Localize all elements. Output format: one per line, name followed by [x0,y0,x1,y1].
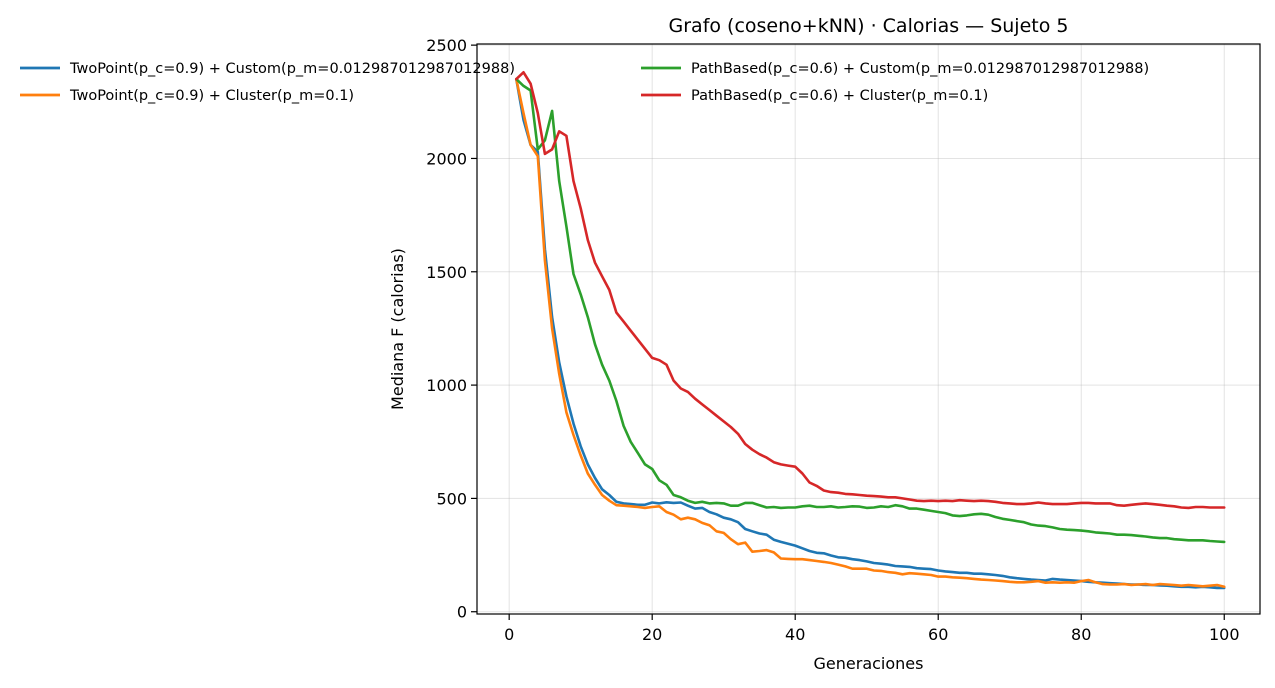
series-line-4 [515,71,1226,510]
legend-label-3: PathBased(p_c=0.6) + Custom(p_m=0.012987… [691,61,1149,77]
y-tick-label: 0 [457,603,467,622]
x-axis-title: Generaciones [814,654,924,673]
series-line-2 [515,77,1226,589]
x-tick-label: 40 [785,625,805,644]
series-line-1 [515,77,1226,590]
legend: TwoPoint(p_c=0.9) + Custom(p_m=0.0129870… [20,61,1149,104]
series-line-3 [515,77,1226,544]
y-tick-label: 2500 [426,36,467,55]
legend-label-2: TwoPoint(p_c=0.9) + Cluster(p_m=0.1) [69,88,354,104]
x-tick-label: 80 [1071,625,1091,644]
x-tick-label: 100 [1209,625,1240,644]
chart-title: Grafo (coseno+kNN) · Calorias — Sujeto 5 [669,15,1069,37]
y-tick-label: 2000 [426,149,467,168]
plot-frame [476,43,1261,615]
x-tick-label: 60 [928,625,948,644]
grid-lines [477,44,1260,614]
series-lines [515,71,1226,590]
legend-label-1: TwoPoint(p_c=0.9) + Custom(p_m=0.0129870… [69,61,515,77]
legend-label-4: PathBased(p_c=0.6) + Cluster(p_m=0.1) [691,88,988,104]
x-tick-label: 0 [504,625,514,644]
y-tick-label: 1500 [426,263,467,282]
y-tick-label: 500 [436,489,467,508]
y-tick-label: 1000 [426,376,467,395]
y-axis-title: Mediana F (calorias) [388,248,407,410]
x-tick-label: 20 [642,625,662,644]
